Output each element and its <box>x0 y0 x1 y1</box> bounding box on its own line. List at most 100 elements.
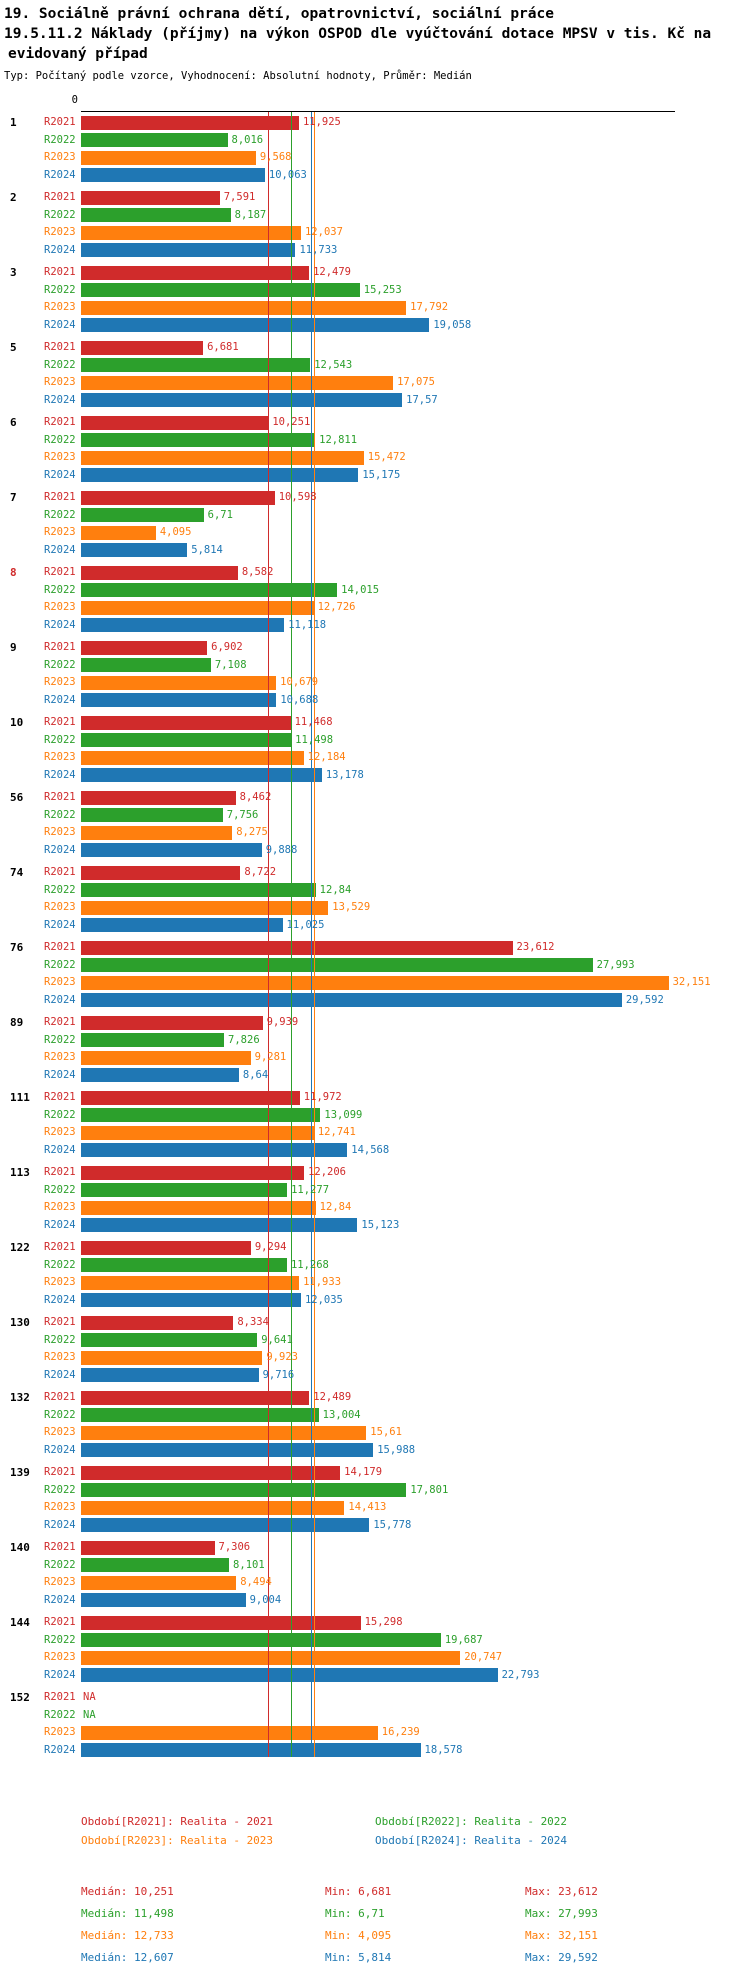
category-group-3: 3 R2021 12,479 R2022 15,253 R2023 17,792 R2024 1… <box>0 264 750 334</box>
bar-value-label: 17,075 <box>397 376 436 388</box>
bar-row: R2024 22,793 <box>0 1667 750 1685</box>
series-label: R2021 <box>44 1541 76 1553</box>
bar-R2023 <box>81 375 394 390</box>
bar-value-label: 17,801 <box>410 1483 449 1496</box>
bar-R2023 <box>81 300 407 315</box>
bar-R2022 <box>81 208 231 222</box>
series-label: R2023 <box>44 1276 76 1288</box>
series-label: R2021 <box>44 491 76 503</box>
series-label: R2023 <box>44 1651 76 1663</box>
bar-R2023 <box>81 1650 461 1665</box>
series-label: R2024 <box>44 843 76 856</box>
category-label: 1 <box>10 116 17 129</box>
bar-value-label: 11,025 <box>286 918 325 931</box>
bar-row: R2024 18,578 <box>0 1742 750 1760</box>
series-label: R2021 <box>44 1241 76 1253</box>
bar-value-label: 27,993 <box>596 958 635 971</box>
category-label: 111 <box>10 1091 30 1104</box>
series-label: R2022 <box>44 1708 76 1721</box>
bar-R2022 <box>81 1408 319 1422</box>
bar-row: R2022 11,498 <box>0 732 750 750</box>
series-label: R2021 <box>44 941 76 953</box>
category-group-5: 5 R2021 6,681 R2022 12,543 R2023 17,075 R2024 17… <box>0 339 750 409</box>
bar-value-label: 11,498 <box>295 733 334 746</box>
stat-min-r2022: Min: 6,71 <box>325 1907 385 1920</box>
category-group-56: 56 R2021 8,462 R2022 7,756 R2023 8,275 R2024 9,8… <box>0 789 750 859</box>
series-label: R2024 <box>44 1293 76 1306</box>
series-label: R2024 <box>44 1368 76 1381</box>
bar-row: 76 R2021 23,612 <box>0 939 750 957</box>
bar-value-label: 8,275 <box>236 826 268 838</box>
bar-R2021 <box>81 115 299 130</box>
stat-median-r2022: Medián: 11,498 <box>81 1907 174 1920</box>
series-label: R2023 <box>44 1426 76 1438</box>
bar-R2021 <box>81 1015 263 1030</box>
stat-max-r2023: Max: 32,151 <box>525 1929 598 1942</box>
legend-item-r2022: Období[R2022]: Realita - 2022 <box>375 1815 568 1828</box>
series-label: R2024 <box>44 168 76 181</box>
bar-row: R2023 15,61 <box>0 1424 750 1442</box>
bar-R2022 <box>81 358 311 372</box>
bar-row: R2022 14,015 <box>0 582 750 600</box>
series-label: R2022 <box>44 208 76 221</box>
bar-value-label: 9,294 <box>254 1241 287 1253</box>
bar-value-label: 12,479 <box>313 266 351 278</box>
category-group-8: 8 R2021 8,582 R2022 14,015 R2023 12,726 R2024 11… <box>0 564 750 634</box>
bar-R2021 <box>81 415 269 430</box>
bar-R2021 <box>81 1315 234 1330</box>
bar-row: 144 R2021 15,298 <box>0 1614 750 1632</box>
series-label: R2023 <box>44 1201 76 1213</box>
bar-R2021 <box>81 1465 341 1480</box>
bar-row: R2023 11,933 <box>0 1274 750 1292</box>
category-label: 56 <box>10 791 24 804</box>
bar-R2021 <box>81 340 204 355</box>
series-label: R2023 <box>44 526 76 538</box>
bar-value-label: 8,722 <box>244 866 277 878</box>
bar-R2024 <box>81 1743 421 1757</box>
bar-R2023 <box>81 975 669 990</box>
series-label: R2023 <box>44 901 76 913</box>
bar-R2023 <box>81 900 329 915</box>
bar-row: R2023 9,568 <box>0 149 750 167</box>
series-label: R2023 <box>44 151 76 163</box>
bar-R2024 <box>81 1518 370 1532</box>
series-label: R2023 <box>44 676 76 688</box>
bar-value-label: 10,679 <box>280 676 319 688</box>
bar-row: R2023 8,494 <box>0 1574 750 1592</box>
series-label: R2023 <box>44 1126 76 1138</box>
series-label: R2023 <box>44 601 76 613</box>
series-label: R2022 <box>44 433 76 446</box>
series-label: R2024 <box>44 993 76 1006</box>
series-label: R2023 <box>44 751 76 763</box>
series-label: R2022 <box>44 1558 76 1571</box>
bar-value-label: 13,178 <box>325 768 364 781</box>
series-label: R2024 <box>44 318 76 331</box>
series-label: R2021 <box>44 791 76 803</box>
series-label: R2021 <box>44 1091 76 1103</box>
bar-value-label: 8,64 <box>242 1068 269 1081</box>
bar-value-label: 9,939 <box>266 1016 299 1028</box>
series-label: R2022 <box>44 883 76 896</box>
bar-row: 9 R2021 6,902 <box>0 639 750 657</box>
category-group-140: 140 R2021 7,306 R2022 8,101 R2023 8,494 R2024 9,… <box>0 1539 750 1609</box>
bar-value-label: 6,902 <box>211 641 243 653</box>
series-label: R2023 <box>44 1051 76 1063</box>
bar-row: R2024 9,888 <box>0 842 750 860</box>
bar-R2023 <box>81 1725 378 1740</box>
bar-value-label: 16,239 <box>381 1726 420 1738</box>
bar-row: R2023 20,747 <box>0 1649 750 1667</box>
series-label: R2022 <box>44 1183 76 1196</box>
bar-row: R2022 13,099 <box>0 1107 750 1125</box>
bar-value-label: 19,058 <box>433 318 472 331</box>
bar-value-label: NA <box>83 1691 96 1703</box>
series-label: R2021 <box>44 1691 76 1703</box>
bar-row: R2024 10,063 <box>0 167 750 185</box>
category-group-1: 1 R2021 11,925 R2022 8,016 R2023 9,568 R2024 10,… <box>0 114 750 184</box>
series-label: R2023 <box>44 1726 76 1738</box>
bar-row: R2022 7,108 <box>0 657 750 675</box>
series-label: R2024 <box>44 543 76 556</box>
bar-value-label: 13,004 <box>322 1408 361 1421</box>
bar-value-label: 11,468 <box>294 716 333 728</box>
x-axis-zero-label: 0 <box>71 94 78 106</box>
